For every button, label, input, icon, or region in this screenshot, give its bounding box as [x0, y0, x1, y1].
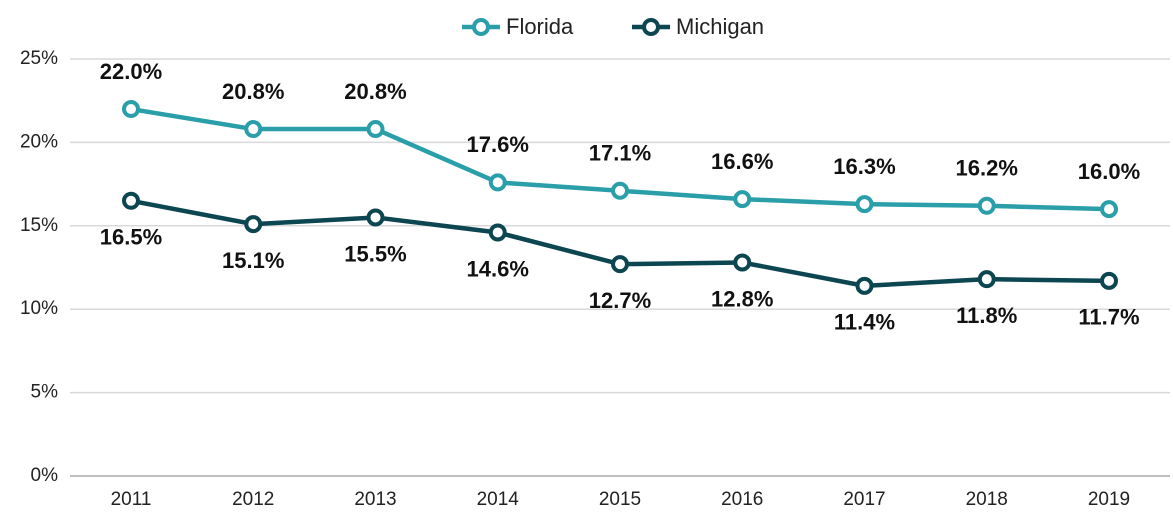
data-label: 14.6%	[467, 256, 529, 281]
point	[855, 195, 874, 214]
y-tick-label: 0%	[31, 465, 59, 486]
point	[122, 100, 140, 119]
point	[611, 255, 629, 274]
point	[977, 196, 996, 215]
point	[244, 120, 263, 139]
point	[1100, 200, 1118, 219]
data-label: 20.8%	[222, 79, 284, 104]
data-label: 11.4%	[834, 310, 895, 335]
data-label: 12.8%	[711, 286, 773, 311]
x-tick-label: 2017	[843, 489, 885, 510]
data-label: 16.2%	[956, 156, 1018, 181]
x-tick-label: 2018	[966, 489, 1008, 510]
legend-label: Florida	[506, 14, 574, 39]
data-label: 17.1%	[589, 141, 651, 166]
point	[122, 191, 140, 210]
point	[611, 181, 629, 200]
x-tick-label: 2013	[354, 489, 396, 510]
y-tick-label: 15%	[20, 215, 58, 236]
point	[733, 253, 752, 272]
point	[977, 270, 996, 289]
point	[244, 215, 263, 234]
x-tick-label: 2016	[721, 489, 763, 510]
x-tick-label: 2019	[1088, 489, 1130, 510]
point	[1100, 271, 1118, 290]
y-tick-label: 10%	[20, 298, 58, 319]
legend-label: Michigan	[676, 14, 764, 39]
point	[733, 190, 752, 209]
y-tick-label: 5%	[31, 382, 59, 403]
x-tick-label: 2015	[599, 489, 641, 510]
data-label: 17.6%	[467, 132, 529, 157]
y-tick-label: 20%	[20, 131, 58, 152]
data-label: 11.8%	[956, 303, 1017, 328]
point	[366, 208, 385, 227]
point	[855, 276, 874, 295]
data-label: 22.0%	[100, 59, 162, 84]
x-tick-label: 2011	[111, 489, 152, 510]
data-label: 16.0%	[1078, 159, 1140, 184]
x-tick-label: 2012	[232, 489, 274, 510]
data-label: 15.1%	[222, 248, 284, 273]
y-tick-label: 25%	[20, 48, 58, 69]
data-label: 16.5%	[100, 225, 162, 250]
data-label: 16.6%	[711, 149, 773, 174]
data-label: 20.8%	[344, 79, 406, 104]
point	[366, 120, 385, 139]
legend-marker	[642, 18, 660, 36]
legend-marker	[472, 18, 490, 36]
data-label: 16.3%	[833, 154, 895, 179]
data-label: 11.7%	[1078, 305, 1139, 330]
point	[488, 173, 507, 192]
point	[488, 223, 507, 242]
x-tick-label: 2014	[477, 489, 520, 510]
data-label: 15.5%	[344, 241, 406, 266]
data-label: 12.7%	[589, 288, 651, 313]
